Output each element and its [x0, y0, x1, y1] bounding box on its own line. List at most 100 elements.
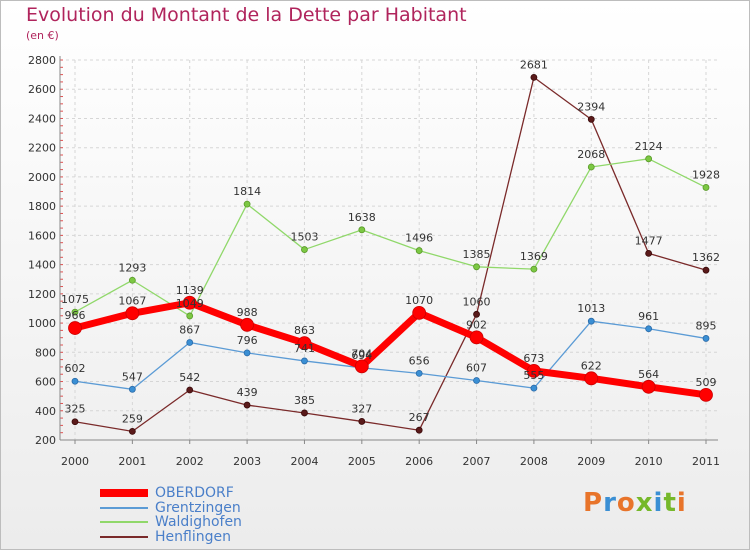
logo-letter: t — [663, 488, 677, 518]
data-label-grentzingen: 741 — [294, 342, 315, 355]
y-tick-label: 400 — [35, 405, 56, 418]
series-line-henflingen — [74, 76, 707, 433]
data-label-oberdorf: 509 — [696, 376, 717, 389]
proxiti-logo: Proxiti — [583, 488, 687, 518]
data-label-oberdorf: 673 — [523, 352, 544, 365]
data-point-henflingen — [301, 409, 308, 417]
series-line-oberdorf — [74, 299, 707, 399]
data-point-waldighofen — [645, 155, 653, 163]
data-point-henflingen — [587, 115, 595, 123]
series-line-grentzingen — [74, 320, 707, 390]
data-label-henflingen: 385 — [294, 394, 315, 407]
series-layer — [68, 73, 713, 435]
x-tick-label: 2005 — [348, 455, 376, 468]
legend-label: Henflingen — [155, 528, 231, 545]
data-point-waldighofen — [128, 276, 136, 284]
y-tick-label: 2600 — [28, 83, 56, 96]
data-point-oberdorf — [354, 359, 369, 374]
data-point-waldighofen — [473, 263, 480, 271]
x-tick-label: 2010 — [635, 455, 663, 468]
data-label-waldighofen: 2068 — [577, 148, 605, 161]
x-tick-label: 2002 — [176, 455, 204, 468]
x-tick-label: 2009 — [577, 455, 605, 468]
data-point-oberdorf — [641, 379, 656, 394]
data-point-waldighofen — [587, 163, 595, 171]
data-label-henflingen: 439 — [237, 386, 258, 399]
data-label-grentzingen: 547 — [122, 370, 143, 383]
data-point-waldighofen — [243, 200, 251, 208]
data-label-henflingen: 1362 — [692, 251, 720, 264]
y-tick-label: 600 — [35, 376, 56, 389]
data-label-oberdorf: 1070 — [405, 294, 433, 307]
data-point-waldighofen — [415, 247, 423, 254]
data-point-henflingen — [415, 426, 423, 434]
y-tick-label: 800 — [35, 346, 56, 359]
data-point-oberdorf — [469, 330, 484, 345]
data-label-henflingen: 1477 — [635, 234, 663, 247]
data-label-grentzingen: 694 — [351, 349, 372, 362]
data-point-henflingen — [530, 73, 538, 81]
y-tick-label: 200 — [35, 434, 56, 447]
data-point-oberdorf — [412, 305, 427, 320]
legend-swatch — [100, 535, 148, 538]
data-point-grentzingen — [128, 385, 136, 393]
data-point-henflingen — [186, 386, 194, 394]
legend-swatch — [100, 489, 148, 497]
data-point-henflingen — [128, 427, 136, 435]
data-label-grentzingen: 555 — [523, 369, 544, 382]
data-point-grentzingen — [415, 369, 423, 377]
data-point-oberdorf — [584, 371, 599, 386]
y-tick-label: 2800 — [28, 54, 56, 67]
data-point-grentzingen — [186, 339, 194, 346]
data-label-grentzingen: 602 — [65, 362, 86, 375]
legend-label: OBERDORF — [155, 485, 234, 501]
data-point-oberdorf — [527, 363, 541, 378]
data-label-waldighofen: 1814 — [233, 185, 261, 198]
data-point-henflingen — [473, 310, 480, 318]
data-label-grentzingen: 867 — [179, 324, 200, 337]
line-chart: 200 400 600 800 1000 1200 1400 1600 1800 2000 2200… — [28, 54, 720, 468]
data-point-grentzingen — [702, 335, 710, 342]
data-point-oberdorf — [182, 295, 197, 310]
data-point-oberdorf — [297, 336, 312, 351]
data-point-henflingen — [243, 401, 251, 409]
logo-letter: i — [676, 488, 687, 518]
data-label-grentzingen: 961 — [638, 310, 659, 323]
data-label-layer: 966 1067 1139 988 863 704 1070 902 673 622 564 509 6… — [61, 58, 720, 425]
data-label-oberdorf: 902 — [466, 318, 487, 331]
data-point-grentzingen — [645, 325, 653, 333]
x-tick-label: 2011 — [692, 455, 720, 468]
logo-letter: o — [616, 488, 636, 518]
data-label-grentzingen: 796 — [237, 334, 258, 347]
y-tick-label: 1800 — [28, 200, 56, 213]
x-tick-label: 2008 — [520, 455, 548, 468]
data-label-grentzingen: 607 — [466, 362, 487, 375]
data-label-henflingen: 2681 — [520, 58, 548, 71]
x-tick-label: 2004 — [290, 455, 318, 468]
data-label-waldighofen: 1928 — [692, 168, 720, 181]
y-tick-label: 1000 — [28, 317, 56, 330]
data-point-waldighofen — [301, 246, 308, 253]
data-label-grentzingen: 656 — [409, 354, 430, 367]
data-point-henflingen — [71, 418, 79, 426]
legend-item-oberdorf: OBERDORF — [100, 485, 300, 501]
data-label-oberdorf: 1067 — [118, 294, 146, 307]
data-point-henflingen — [358, 418, 366, 425]
data-point-grentzingen — [243, 349, 251, 357]
data-label-oberdorf: 704 — [351, 347, 372, 360]
legend: OBERDORF Grentzingen Waldighofen Henflingen — [100, 485, 300, 545]
logo-letter: P — [583, 488, 604, 518]
data-point-oberdorf — [699, 387, 713, 402]
logo-letter: x — [635, 488, 654, 518]
data-label-waldighofen: 1503 — [290, 231, 318, 244]
data-point-waldighofen — [358, 226, 366, 234]
data-label-oberdorf: 966 — [65, 309, 86, 322]
data-label-waldighofen: 2124 — [635, 140, 663, 153]
chart-title: Evolution du Montant de la Dette par Hab… — [26, 4, 467, 26]
data-label-grentzingen: 895 — [696, 319, 717, 332]
data-point-waldighofen — [186, 312, 194, 320]
y-tick-label: 2400 — [28, 112, 56, 125]
data-label-henflingen: 327 — [351, 402, 372, 415]
data-label-henflingen: 1060 — [463, 295, 491, 308]
legend-item-henflingen: Henflingen — [100, 528, 300, 545]
